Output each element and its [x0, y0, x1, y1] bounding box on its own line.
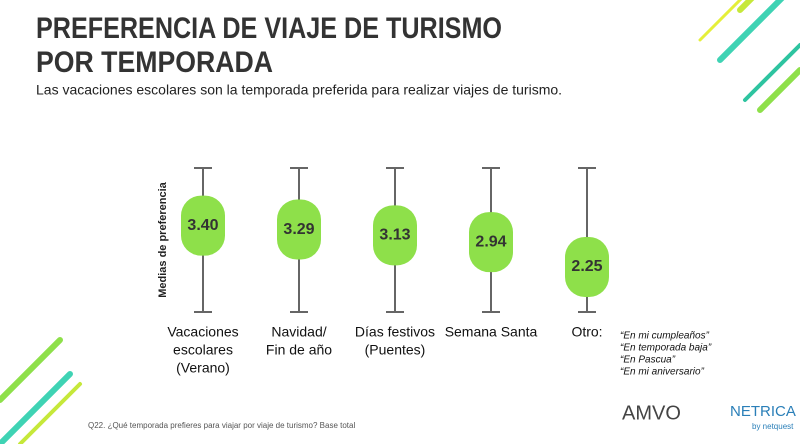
- pill: [469, 212, 513, 273]
- x-tick-label: Navidad/: [271, 324, 326, 340]
- logo-amvo: AMVO: [622, 402, 681, 424]
- footnote: Q22. ¿Qué temporada prefieres para viaja…: [88, 421, 355, 430]
- pill: [565, 237, 609, 297]
- x-tick-label: (Puentes): [365, 342, 426, 358]
- x-tick-label: (Verano): [176, 360, 230, 376]
- x-tick-label: Otro:: [571, 324, 602, 340]
- title-line: PREFERENCIA DE VIAJE DE TURISMO: [36, 12, 502, 45]
- x-tick-label: Vacaciones: [167, 324, 238, 340]
- annotation: “En mi aniversario”: [620, 367, 705, 378]
- pill: [181, 195, 225, 256]
- annotation: “En Pascua”: [620, 355, 676, 366]
- x-tick-label: Días festivos: [355, 324, 435, 340]
- logo-netrica: NETRICA: [730, 403, 796, 420]
- value-label: 2.94: [475, 233, 506, 250]
- y-axis-label: Medias de preferencia: [157, 181, 169, 297]
- x-tick-label: escolares: [173, 342, 233, 358]
- logo-netquest: by netquest: [752, 422, 794, 431]
- x-tick-label: Fin de año: [266, 342, 332, 358]
- pill: [277, 199, 321, 260]
- pill: [373, 205, 417, 266]
- title-line: POR TEMPORADA: [36, 46, 273, 79]
- subtitle: Las vacaciones escolares son la temporad…: [36, 82, 562, 98]
- value-label: 2.25: [571, 258, 602, 275]
- annotation: “En temporada baja”: [620, 343, 712, 354]
- x-tick-label: Semana Santa: [445, 324, 538, 340]
- annotation: “En mi cumpleaños”: [620, 331, 710, 342]
- value-label: 3.40: [187, 217, 218, 234]
- value-label: 3.29: [283, 221, 314, 238]
- value-label: 3.13: [379, 227, 410, 244]
